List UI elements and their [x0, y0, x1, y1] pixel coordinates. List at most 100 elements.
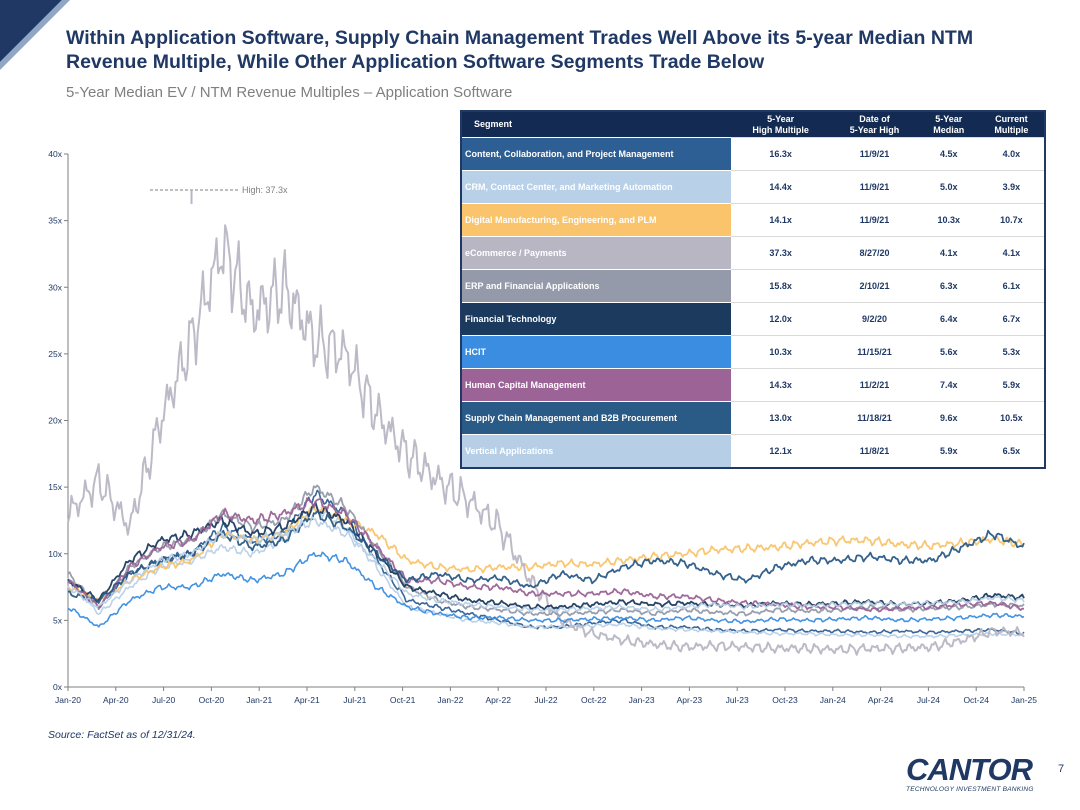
table-row: Supply Chain Management and B2B Procurem…	[461, 401, 1045, 435]
segment-cell: HCIT	[461, 335, 731, 369]
header-median: 5-Year Median	[918, 111, 979, 138]
logo-tagline: TECHNOLOGY INVESTMENT BANKING	[906, 786, 1034, 793]
series-line	[67, 551, 1025, 628]
x-tick-label: Jul-23	[726, 695, 749, 705]
table-header-row: Segment 5-Year High Multiple Date of 5-Yea…	[461, 111, 1045, 138]
y-tick-label: 10x	[48, 549, 62, 559]
date-of-high-cell: 11/2/21	[830, 368, 919, 402]
high-multiple-cell: 10.3x	[731, 335, 831, 369]
current-multiple-cell: 5.3x	[978, 335, 1045, 369]
y-tick-label: 20x	[48, 416, 62, 426]
segment-cell: Supply Chain Management and B2B Procurem…	[461, 401, 731, 435]
x-tick-label: Jul-24	[917, 695, 940, 705]
x-tick-label: Jan-24	[820, 695, 846, 705]
segment-cell: Human Capital Management	[461, 368, 731, 402]
high-multiple-cell: 12.1x	[731, 434, 831, 468]
y-tick-label: 40x	[48, 149, 62, 159]
x-tick-label: Jan-21	[246, 695, 272, 705]
high-annotation-label: High: 37.3x	[242, 185, 288, 195]
high-multiple-cell: 12.0x	[731, 302, 831, 336]
table-row: HCIT 10.3x 11/15/21 5.6x 5.3x	[461, 335, 1045, 369]
x-tick-label: Apr-20	[103, 695, 129, 705]
high-multiple-cell: 14.1x	[731, 203, 831, 237]
current-multiple-cell: 6.5x	[978, 434, 1045, 468]
table-row: eCommerce / Payments 37.3x 8/27/20 4.1x 4.1x	[461, 236, 1045, 270]
x-tick-label: Jan-20	[55, 695, 81, 705]
x-tick-label: Apr-24	[868, 695, 894, 705]
date-of-high-cell: 2/10/21	[830, 269, 919, 303]
x-tick-label: Jan-23	[629, 695, 655, 705]
table-row: ERP and Financial Applications 15.8x 2/10/…	[461, 269, 1045, 303]
high-multiple-cell: 15.8x	[731, 269, 831, 303]
median-cell: 5.0x	[918, 170, 979, 204]
x-tick-label: Oct-22	[581, 695, 607, 705]
header-segment: Segment	[461, 111, 731, 138]
current-multiple-cell: 6.1x	[978, 269, 1045, 303]
series-line	[67, 497, 1025, 613]
corner-accent	[0, 0, 70, 70]
table-row: Content, Collaboration, and Project Mana…	[461, 137, 1045, 171]
date-of-high-cell: 11/18/21	[830, 401, 919, 435]
date-of-high-cell: 9/2/20	[830, 302, 919, 336]
page-number: 7	[1058, 763, 1065, 775]
median-cell: 4.5x	[918, 137, 979, 171]
series-line	[67, 489, 1025, 636]
median-cell: 6.4x	[918, 302, 979, 336]
current-multiple-cell: 6.7x	[978, 302, 1045, 336]
y-tick-label: 15x	[48, 482, 62, 492]
table-row: Financial Technology 12.0x 9/2/20 6.4x 6.7x	[461, 302, 1045, 336]
x-tick-label: Oct-24	[963, 695, 989, 705]
high-multiple-cell: 13.0x	[731, 401, 831, 435]
date-of-high-cell: 11/8/21	[830, 434, 919, 468]
median-cell: 7.4x	[918, 368, 979, 402]
date-of-high-cell: 11/15/21	[830, 335, 919, 369]
source-note: Source: FactSet as of 12/31/24.	[48, 729, 196, 741]
high-multiple-cell: 14.3x	[731, 368, 831, 402]
high-multiple-cell: 14.4x	[731, 170, 831, 204]
current-multiple-cell: 4.0x	[978, 137, 1045, 171]
x-tick-label: Oct-21	[390, 695, 416, 705]
segment-summary-table: Segment 5-Year High Multiple Date of 5-Yea…	[460, 110, 1046, 469]
segment-cell: Financial Technology	[461, 302, 731, 336]
x-tick-label: Oct-23	[772, 695, 798, 705]
segment-cell: eCommerce / Payments	[461, 236, 731, 270]
segment-cell: Content, Collaboration, and Project Mana…	[461, 137, 731, 171]
current-multiple-cell: 4.1x	[978, 236, 1045, 270]
x-tick-label: Jul-21	[343, 695, 366, 705]
series-line	[67, 502, 1025, 639]
line-chart: 0x 5x 10x 15x 20x 25x 30x 35x 40x Jan-20 Apr-20 Jul…	[48, 149, 1037, 705]
x-tick-label: Apr-23	[677, 695, 703, 705]
median-cell: 5.6x	[918, 335, 979, 369]
table-row: CRM, Contact Center, and Marketing Autom…	[461, 170, 1045, 204]
x-tick-label: Jul-22	[534, 695, 557, 705]
x-tick-label: Apr-21	[294, 695, 320, 705]
x-tick-label: Jul-20	[152, 695, 175, 705]
median-cell: 5.9x	[918, 434, 979, 468]
segment-cell: Vertical Applications	[461, 434, 731, 468]
table-row: Vertical Applications 12.1x 11/8/21 5.9x 6.5…	[461, 434, 1045, 468]
table-row: Human Capital Management 14.3x 11/2/21 7.4x…	[461, 368, 1045, 402]
current-multiple-cell: 3.9x	[978, 170, 1045, 204]
segment-cell: ERP and Financial Applications	[461, 269, 731, 303]
current-multiple-cell: 10.7x	[978, 203, 1045, 237]
cantor-logo: CANTOR TECHNOLOGY INVESTMENT BANKING	[906, 752, 1046, 794]
segment-cell: Digital Manufacturing, Engineering, and …	[461, 203, 731, 237]
median-cell: 10.3x	[918, 203, 979, 237]
high-multiple-cell: 16.3x	[731, 137, 831, 171]
logo-wordmark: CANTOR	[906, 752, 1033, 787]
y-tick-label: 35x	[48, 216, 62, 226]
x-tick-label: Apr-22	[485, 695, 511, 705]
median-cell: 4.1x	[918, 236, 979, 270]
y-tick-label: 0x	[53, 682, 63, 692]
series-line	[67, 510, 1025, 604]
date-of-high-cell: 8/27/20	[830, 236, 919, 270]
page-title: Within Application Software, Supply Chai…	[66, 27, 974, 73]
x-tick-label: Jan-22	[437, 695, 463, 705]
segment-cell: CRM, Contact Center, and Marketing Autom…	[461, 170, 731, 204]
y-tick-label: 5x	[53, 615, 63, 625]
x-tick-label: Oct-20	[199, 695, 225, 705]
current-multiple-cell: 10.5x	[978, 401, 1045, 435]
current-multiple-cell: 5.9x	[978, 368, 1045, 402]
header-date-of-high: Date of 5-Year High	[830, 111, 919, 138]
y-tick-label: 30x	[48, 282, 62, 292]
